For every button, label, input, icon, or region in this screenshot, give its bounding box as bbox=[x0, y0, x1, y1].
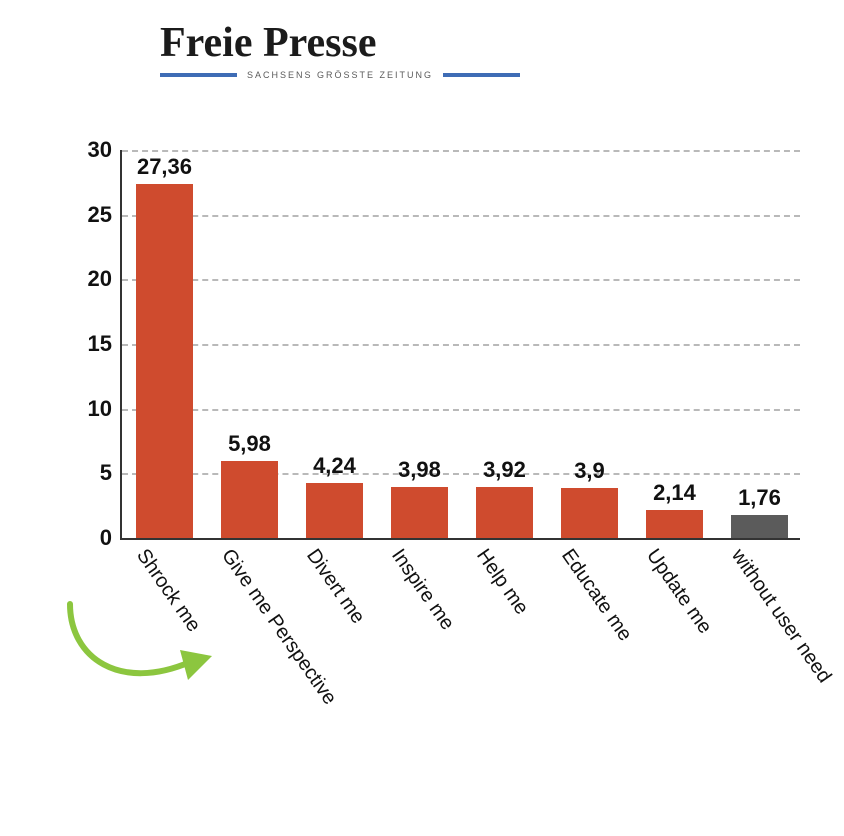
publication-subtitle: SACHSENS GRÖSSTE ZEITUNG bbox=[247, 70, 433, 80]
chart-y-tick: 30 bbox=[88, 137, 112, 163]
chart-gridline bbox=[122, 409, 800, 411]
chart-y-tick: 15 bbox=[88, 331, 112, 357]
chart-bar-value: 3,98 bbox=[398, 457, 441, 483]
chart-gridline bbox=[122, 279, 800, 281]
user-needs-bar-chart: 05101520253027,365,984,243,983,923,92,14… bbox=[60, 150, 800, 570]
chart-bar: 2,14 bbox=[646, 510, 704, 538]
chart-y-tick: 10 bbox=[88, 396, 112, 422]
chart-gridline bbox=[122, 215, 800, 217]
chart-x-label: Help me bbox=[471, 545, 533, 619]
chart-bar: 3,92 bbox=[476, 487, 534, 538]
chart-bar: 27,36 bbox=[136, 184, 194, 538]
chart-bar-value: 3,92 bbox=[483, 457, 526, 483]
chart-y-tick: 20 bbox=[88, 266, 112, 292]
chart-y-tick: 5 bbox=[100, 460, 112, 486]
chart-bar: 4,24 bbox=[306, 483, 364, 538]
chart-bar: 3,9 bbox=[561, 488, 619, 538]
chart-bar: 1,76 bbox=[731, 515, 789, 538]
chart-bar: 3,98 bbox=[391, 487, 449, 538]
chart-bar-value: 1,76 bbox=[738, 485, 781, 511]
publication-title: Freie Presse bbox=[160, 22, 520, 64]
stage: Freie Presse SACHSENS GRÖSSTE ZEITUNG 0 5… bbox=[0, 0, 844, 836]
chart-plot-area: 05101520253027,365,984,243,983,923,92,14… bbox=[120, 150, 800, 540]
chart-x-label: Update me bbox=[641, 545, 716, 638]
chart-gridline bbox=[122, 344, 800, 346]
chart-x-label: Inspire me bbox=[386, 545, 458, 635]
chart-x-label: without user need bbox=[726, 545, 835, 688]
chart-gridline bbox=[122, 150, 800, 152]
chart-y-tick: 0 bbox=[100, 525, 112, 551]
chart-bar-value: 27,36 bbox=[137, 154, 192, 180]
logo-bar-right bbox=[443, 73, 520, 77]
chart-bar-value: 3,9 bbox=[574, 458, 605, 484]
chart-y-tick: 25 bbox=[88, 202, 112, 228]
chart-x-label: Divert me bbox=[301, 545, 369, 628]
publication-logo: Freie Presse SACHSENS GRÖSSTE ZEITUNG bbox=[160, 22, 520, 80]
logo-bar-left bbox=[160, 73, 237, 77]
chart-bar-value: 2,14 bbox=[653, 480, 696, 506]
chart-bar-value: 4,24 bbox=[313, 453, 356, 479]
chart-x-label: Educate me bbox=[556, 545, 636, 646]
chart-bar: 5,98 bbox=[221, 461, 279, 538]
publication-subtitle-row: SACHSENS GRÖSSTE ZEITUNG bbox=[160, 70, 520, 80]
chart-bar-value: 5,98 bbox=[228, 431, 271, 457]
highlight-arrow-icon bbox=[60, 588, 230, 708]
